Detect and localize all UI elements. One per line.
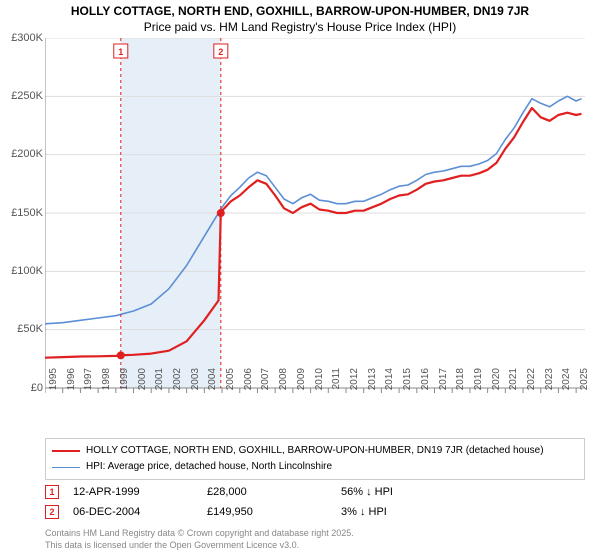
- x-axis-label: 2017: [438, 368, 449, 398]
- y-axis-label: £100K: [11, 265, 43, 277]
- line-chart-svg: 12: [45, 38, 585, 396]
- x-axis-label: 2018: [455, 368, 466, 398]
- x-axis-label: 2013: [367, 368, 378, 398]
- legend-label-hpi: HPI: Average price, detached house, Nort…: [86, 459, 332, 475]
- x-axis-label: 2011: [331, 368, 342, 398]
- x-axis-label: 2012: [349, 368, 360, 398]
- x-axis-label: 1999: [119, 368, 130, 398]
- x-axis-label: 2006: [243, 368, 254, 398]
- legend-swatch-property: [52, 450, 80, 452]
- footer-line2: This data is licensed under the Open Gov…: [45, 540, 354, 552]
- x-axis-label: 2014: [384, 368, 395, 398]
- x-axis-label: 2021: [508, 368, 519, 398]
- y-axis-label: £50K: [17, 323, 43, 335]
- x-axis-label: 2019: [473, 368, 484, 398]
- x-axis-label: 2000: [137, 368, 148, 398]
- chart-area: 12 £0£50K£100K£150K£200K£250K£300K199519…: [0, 38, 600, 428]
- y-axis-label: £0: [31, 382, 43, 394]
- x-axis-label: 2016: [420, 368, 431, 398]
- footer-line1: Contains HM Land Registry data © Crown c…: [45, 528, 354, 540]
- x-axis-label: 2005: [225, 368, 236, 398]
- marker-price-2: £149,950: [207, 506, 327, 518]
- marker-row-2: 2 06-DEC-2004 £149,950 3% ↓ HPI: [45, 502, 585, 522]
- legend-item-property: HOLLY COTTAGE, NORTH END, GOXHILL, BARRO…: [52, 443, 578, 459]
- x-axis-label: 1998: [101, 368, 112, 398]
- x-axis-label: 2009: [296, 368, 307, 398]
- x-axis-label: 1997: [83, 368, 94, 398]
- legend-item-hpi: HPI: Average price, detached house, Nort…: [52, 459, 578, 475]
- y-axis-label: £200K: [11, 148, 43, 160]
- x-axis-label: 2002: [172, 368, 183, 398]
- marker-row-1: 1 12-APR-1999 £28,000 56% ↓ HPI: [45, 482, 585, 502]
- svg-text:1: 1: [118, 47, 123, 57]
- marker-table: 1 12-APR-1999 £28,000 56% ↓ HPI 2 06-DEC…: [45, 482, 585, 522]
- marker-badge-1: 1: [45, 485, 59, 499]
- x-axis-label: 2007: [260, 368, 271, 398]
- x-axis-label: 2004: [207, 368, 218, 398]
- marker-badge-2: 2: [45, 505, 59, 519]
- x-axis-label: 2015: [402, 368, 413, 398]
- footer-attribution: Contains HM Land Registry data © Crown c…: [45, 528, 354, 551]
- legend-swatch-hpi: [52, 467, 80, 468]
- legend: HOLLY COTTAGE, NORTH END, GOXHILL, BARRO…: [45, 438, 585, 480]
- marker-date-2: 06-DEC-2004: [73, 506, 193, 518]
- marker-delta-1: 56% ↓ HPI: [341, 486, 461, 498]
- x-axis-label: 2024: [561, 368, 572, 398]
- y-axis-label: £150K: [11, 207, 43, 219]
- svg-text:2: 2: [218, 47, 223, 57]
- x-axis-label: 2010: [314, 368, 325, 398]
- marker-date-1: 12-APR-1999: [73, 486, 193, 498]
- x-axis-label: 1995: [48, 368, 59, 398]
- x-axis-label: 2001: [154, 368, 165, 398]
- x-axis-label: 1996: [66, 368, 77, 398]
- x-axis-label: 2022: [526, 368, 537, 398]
- y-axis-label: £300K: [11, 32, 43, 44]
- x-axis-label: 2020: [491, 368, 502, 398]
- legend-label-property: HOLLY COTTAGE, NORTH END, GOXHILL, BARRO…: [86, 443, 544, 459]
- x-axis-label: 2023: [544, 368, 555, 398]
- y-axis-label: £250K: [11, 90, 43, 102]
- marker-delta-2: 3% ↓ HPI: [341, 506, 461, 518]
- chart-title-line1: HOLLY COTTAGE, NORTH END, GOXHILL, BARRO…: [0, 0, 600, 20]
- x-axis-label: 2025: [579, 368, 590, 398]
- marker-price-1: £28,000: [207, 486, 327, 498]
- x-axis-label: 2008: [278, 368, 289, 398]
- x-axis-label: 2003: [190, 368, 201, 398]
- chart-title-line2: Price paid vs. HM Land Registry's House …: [0, 20, 600, 38]
